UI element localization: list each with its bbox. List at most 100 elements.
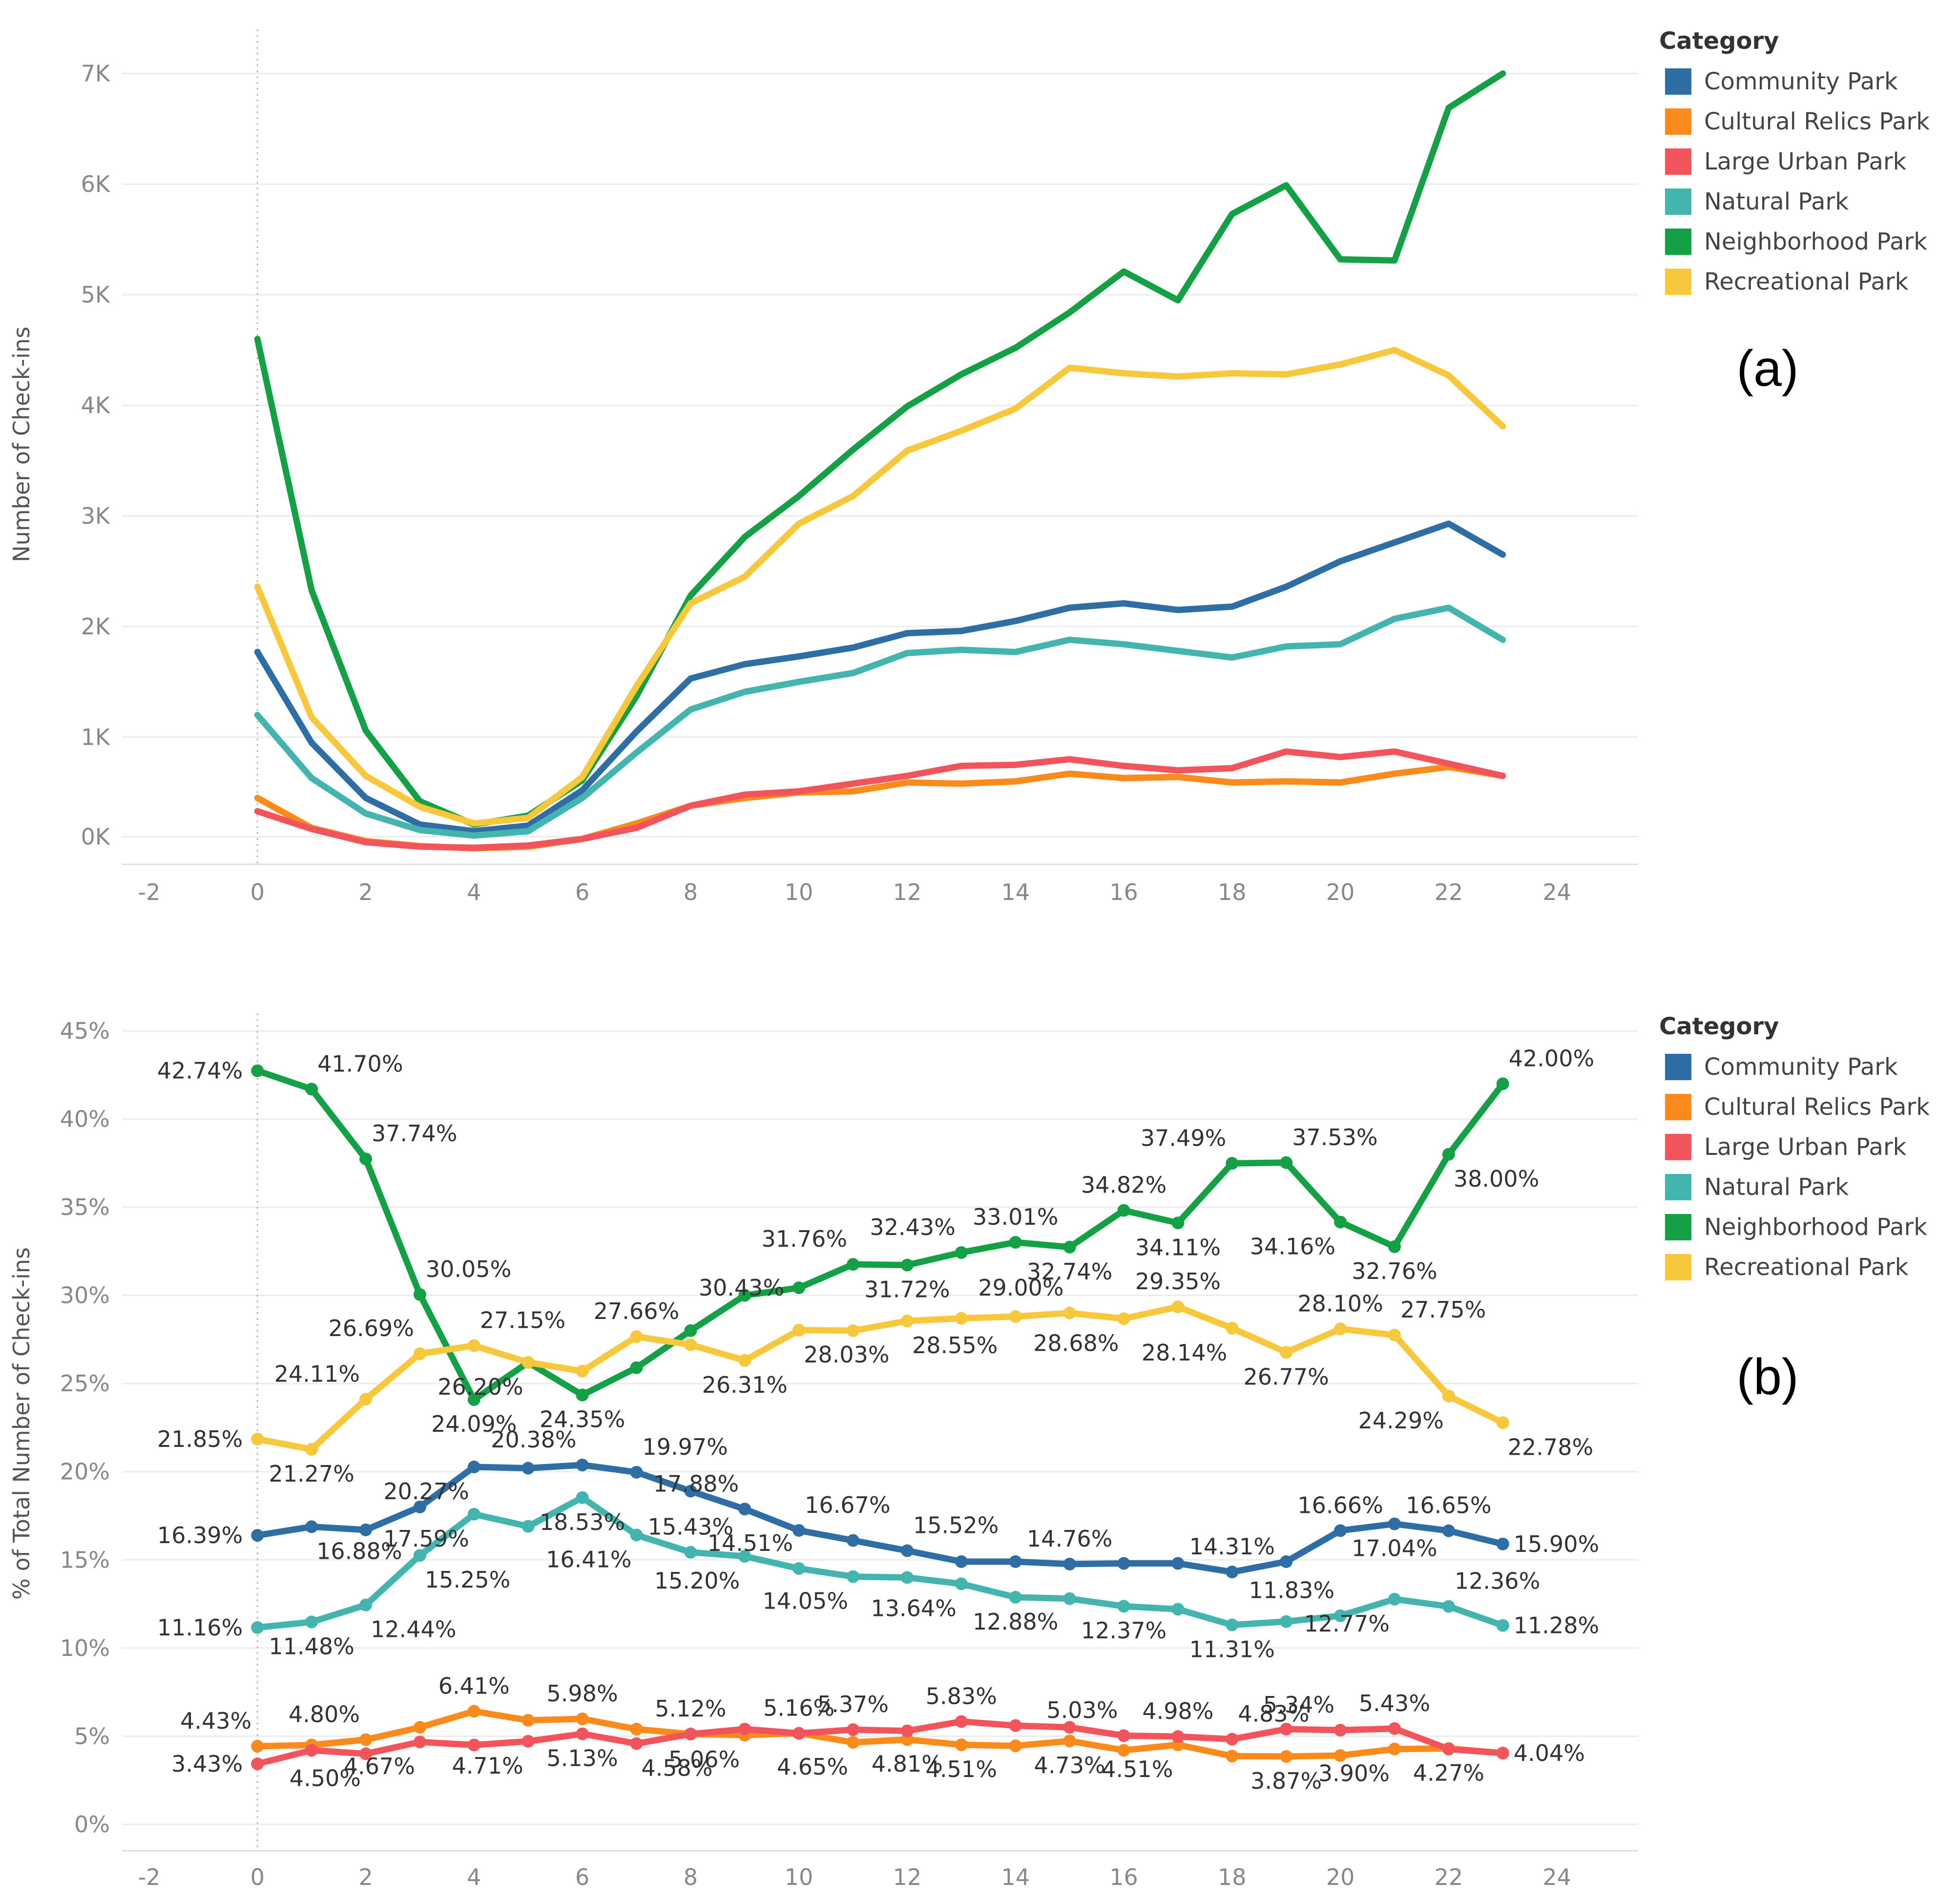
y-tick-label: 7K bbox=[81, 61, 111, 87]
data-point-natural-park bbox=[1009, 1590, 1022, 1604]
data-label: 3.43% bbox=[171, 1751, 243, 1777]
x-tick-label: 0 bbox=[250, 879, 265, 905]
legend-label: Natural Park bbox=[1704, 1173, 1849, 1201]
y-tick-label: 10% bbox=[60, 1635, 110, 1661]
data-point-recreational-park bbox=[359, 1393, 373, 1406]
data-point-neighborhood-park bbox=[305, 1083, 318, 1096]
data-label: 13.64% bbox=[871, 1595, 956, 1621]
x-tick-label: 18 bbox=[1218, 879, 1247, 905]
data-label: 24.09% bbox=[431, 1411, 517, 1437]
data-point-large-urban-park bbox=[1117, 1729, 1130, 1742]
series-line-recreational-park bbox=[254, 347, 1506, 827]
x-tick-label: 18 bbox=[1218, 1864, 1247, 1890]
x-tick-label: 0 bbox=[250, 1864, 265, 1890]
data-point-large-urban-park bbox=[1226, 1733, 1239, 1746]
data-point-large-urban-park bbox=[305, 1744, 318, 1757]
data-point-community-park bbox=[684, 1485, 697, 1498]
x-tick-label: 4 bbox=[467, 1864, 481, 1890]
data-point-community-park bbox=[1442, 1524, 1455, 1537]
data-label: 4.27% bbox=[1413, 1760, 1484, 1786]
legend-label: Cultural Relics Park bbox=[1704, 1093, 1930, 1121]
legend-swatch-community-park bbox=[1665, 68, 1691, 95]
data-label: 4.80% bbox=[289, 1701, 360, 1728]
data-label: 20.27% bbox=[383, 1478, 469, 1505]
data-label: 12.37% bbox=[1081, 1617, 1166, 1644]
data-point-natural-park bbox=[630, 1528, 643, 1542]
y-tick-label: 15% bbox=[60, 1547, 110, 1573]
data-label: 24.29% bbox=[1358, 1407, 1443, 1434]
data-label: 31.72% bbox=[864, 1276, 950, 1303]
data-label: 3.90% bbox=[1318, 1760, 1390, 1787]
data-point-natural-park bbox=[305, 1615, 318, 1629]
data-point-community-park bbox=[467, 1460, 480, 1473]
data-label: 30.05% bbox=[426, 1256, 511, 1282]
data-point-recreational-park bbox=[1117, 1312, 1130, 1325]
y-tick-label: 6K bbox=[81, 171, 111, 197]
data-label: 5.34% bbox=[1263, 1692, 1334, 1718]
data-point-cultural-relics-park bbox=[1063, 1735, 1076, 1748]
panel-b-line-chart: 0%5%10%15%20%25%30%35%40%45%-2 0 2 4 6 8 10 12 1… bbox=[8, 1013, 1930, 1890]
legend-label: Cultural Relics Park bbox=[1704, 108, 1930, 135]
data-label: 5.13% bbox=[547, 1745, 618, 1772]
data-point-neighborhood-park bbox=[847, 1258, 860, 1271]
data-label: 26.77% bbox=[1243, 1363, 1329, 1390]
data-label: 15.20% bbox=[654, 1568, 740, 1594]
data-label: 5.43% bbox=[1359, 1690, 1430, 1716]
data-label: 24.35% bbox=[540, 1406, 625, 1433]
y-tick-label: 30% bbox=[60, 1282, 110, 1309]
data-point-natural-park bbox=[1388, 1592, 1401, 1606]
data-point-community-park bbox=[792, 1524, 806, 1537]
data-point-cultural-relics-park bbox=[467, 1705, 480, 1718]
legend-title: Category bbox=[1659, 27, 1779, 55]
data-label: 16.65% bbox=[1406, 1492, 1491, 1519]
data-label: 29.00% bbox=[978, 1275, 1063, 1301]
legend-swatch-recreational-park bbox=[1665, 269, 1691, 295]
data-label: 5.06% bbox=[668, 1746, 740, 1773]
data-point-cultural-relics-park bbox=[1117, 1744, 1130, 1757]
data-point-natural-park bbox=[738, 1550, 751, 1563]
data-label: 4.50% bbox=[290, 1765, 361, 1791]
data-label: 19.97% bbox=[642, 1434, 728, 1460]
data-label: 4.71% bbox=[452, 1753, 523, 1779]
series-line-large-urban-park bbox=[254, 1718, 1506, 1767]
series-line-cultural-relics-park bbox=[254, 1708, 1506, 1760]
data-point-cultural-relics-park bbox=[847, 1736, 860, 1749]
y-tick-label: 40% bbox=[60, 1106, 110, 1132]
data-label: 22.78% bbox=[1508, 1434, 1593, 1460]
data-point-recreational-park bbox=[684, 1338, 697, 1351]
legend-swatch-large-urban-park bbox=[1665, 1134, 1691, 1160]
data-point-large-urban-park bbox=[1009, 1719, 1022, 1732]
y-tick-label: 3K bbox=[81, 503, 111, 529]
legend-label: Natural Park bbox=[1704, 188, 1849, 215]
data-label: 34.82% bbox=[1081, 1172, 1166, 1198]
data-point-community-park bbox=[1063, 1557, 1076, 1570]
data-label: 16.67% bbox=[805, 1492, 890, 1518]
data-label: 26.20% bbox=[437, 1374, 523, 1400]
data-label: 21.27% bbox=[269, 1461, 354, 1487]
data-label: 4.58% bbox=[641, 1755, 712, 1781]
data-label: 11.28% bbox=[1514, 1612, 1599, 1639]
legend-label: Neighborhood Park bbox=[1704, 228, 1927, 255]
data-point-neighborhood-park bbox=[1334, 1215, 1347, 1229]
data-label: 12.88% bbox=[973, 1609, 1058, 1635]
data-point-neighborhood-park bbox=[1388, 1240, 1401, 1254]
x-tick-label: 20 bbox=[1326, 879, 1355, 905]
data-point-natural-park bbox=[684, 1546, 697, 1559]
data-label: 12.44% bbox=[371, 1616, 456, 1643]
legend-label: Large Urban Park bbox=[1704, 1133, 1907, 1161]
data-point-cultural-relics-park bbox=[1334, 1749, 1347, 1762]
y-axis-title: % of Total Number of Check-ins bbox=[8, 1247, 35, 1600]
data-point-cultural-relics-park bbox=[1009, 1739, 1022, 1753]
data-label: 14.51% bbox=[708, 1530, 793, 1556]
data-point-recreational-park bbox=[413, 1347, 426, 1360]
data-point-large-urban-park bbox=[738, 1722, 751, 1736]
data-point-natural-park bbox=[413, 1549, 426, 1562]
data-point-community-park bbox=[1171, 1557, 1185, 1570]
data-point-community-park bbox=[521, 1462, 535, 1475]
series-line-large-urban-park bbox=[254, 748, 1506, 851]
data-point-natural-park bbox=[1496, 1619, 1509, 1632]
data-label: 32.74% bbox=[1027, 1258, 1112, 1285]
data-label: 26.69% bbox=[329, 1315, 414, 1341]
data-label: 11.83% bbox=[1249, 1577, 1334, 1604]
data-point-natural-park bbox=[955, 1577, 968, 1590]
